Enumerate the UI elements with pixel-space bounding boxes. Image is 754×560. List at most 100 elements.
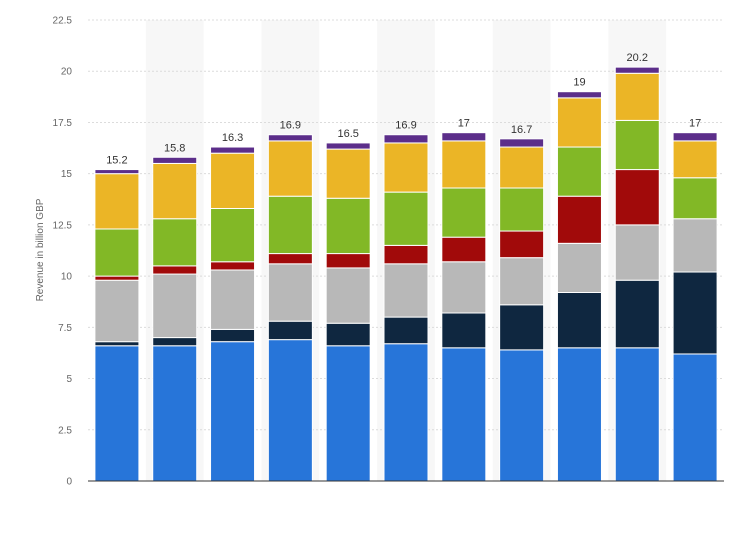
bar-segment-s7[interactable]: [614, 66, 660, 74]
bar-segment-s4[interactable]: [325, 253, 371, 269]
bar-segment-s2[interactable]: [210, 328, 256, 343]
bar-segment-s2[interactable]: [614, 279, 660, 349]
y-tick-label: 0: [66, 477, 72, 488]
bar-segment-s6[interactable]: [672, 140, 718, 179]
bar-segment-s5[interactable]: [499, 187, 545, 232]
bar-total-label: 15.2: [106, 155, 127, 167]
bar-segment-s7[interactable]: [152, 156, 198, 164]
bar-segment-s1[interactable]: [325, 345, 371, 482]
bar-segment-s7[interactable]: [556, 91, 602, 99]
bar-segment-s7[interactable]: [210, 146, 256, 154]
bar-segment-s5[interactable]: [441, 187, 487, 238]
bar-segment-s1[interactable]: [614, 347, 660, 482]
bar-segment-s6[interactable]: [210, 152, 256, 209]
bar-stack: [152, 156, 198, 482]
bar-segment-s4[interactable]: [152, 265, 198, 275]
bar-segment-s3[interactable]: [94, 279, 140, 343]
bar-segment-s5[interactable]: [325, 197, 371, 255]
bar-segment-s6[interactable]: [499, 146, 545, 189]
bar-segment-s6[interactable]: [614, 72, 660, 121]
bar-segment-s2[interactable]: [672, 271, 718, 355]
y-tick-label: 5: [66, 374, 72, 385]
bar-segment-s6[interactable]: [383, 142, 429, 193]
bar-stack: [672, 132, 718, 482]
bar-segment-s7[interactable]: [267, 134, 313, 142]
y-axis-ticks: 0 2.5 5 7.5 10 12.5 15 17.5 20 22.5: [53, 16, 73, 488]
bar-segment-s2[interactable]: [152, 337, 198, 347]
bar-segment-s4[interactable]: [94, 275, 140, 281]
bar-segment-s1[interactable]: [441, 347, 487, 482]
bar-total-label: 20.2: [627, 52, 648, 64]
bar-segment-s4[interactable]: [267, 253, 313, 265]
y-axis-title: Revenue in billion GBP: [35, 198, 46, 301]
bar-stack: [556, 91, 602, 482]
bar-segment-s1[interactable]: [94, 345, 140, 482]
bar-total-labels: 15.2 15.8 16.3 16.9 16.5 16.9 17 16.7 19 20.2 17: [106, 52, 701, 166]
bar-segment-s5[interactable]: [210, 207, 256, 263]
bar-segment-s3[interactable]: [614, 224, 660, 281]
bar-segment-s1[interactable]: [267, 339, 313, 482]
bar-total-label: 15.8: [164, 142, 185, 154]
bar-segment-s5[interactable]: [556, 146, 602, 197]
bar-segment-s3[interactable]: [267, 263, 313, 322]
bar-segment-s5[interactable]: [383, 191, 429, 246]
bar-segment-s3[interactable]: [672, 218, 718, 273]
bar-segment-s1[interactable]: [556, 347, 602, 482]
bar-segment-s3[interactable]: [325, 267, 371, 324]
bar-segment-s1[interactable]: [210, 341, 256, 482]
y-tick-label: 7.5: [58, 323, 72, 334]
y-tick-label: 20: [61, 67, 73, 78]
bar-segment-s1[interactable]: [152, 345, 198, 482]
bar-segment-s2[interactable]: [441, 312, 487, 349]
bar-segment-s5[interactable]: [267, 195, 313, 255]
y-tick-label: 10: [61, 272, 73, 283]
bar-segment-s7[interactable]: [672, 132, 718, 142]
bar-segment-s6[interactable]: [152, 162, 198, 220]
y-tick-label: 2.5: [58, 425, 72, 436]
bar-segment-s3[interactable]: [499, 257, 545, 306]
bar-segment-s7[interactable]: [383, 134, 429, 144]
bar-segment-s2[interactable]: [94, 341, 140, 347]
bar-segment-s2[interactable]: [556, 292, 602, 349]
bar-segment-s7[interactable]: [325, 142, 371, 150]
bar-segment-s1[interactable]: [383, 343, 429, 482]
bar-segment-s4[interactable]: [383, 244, 429, 265]
bar-segment-s4[interactable]: [499, 230, 545, 259]
bar-segment-s1[interactable]: [672, 353, 718, 482]
bar-segment-s3[interactable]: [152, 273, 198, 339]
bar-segment-s3[interactable]: [210, 269, 256, 330]
bar-stack: [441, 132, 487, 482]
bar-segment-s4[interactable]: [210, 261, 256, 271]
bar-segment-s2[interactable]: [383, 316, 429, 345]
bar-segment-s6[interactable]: [325, 148, 371, 199]
bar-segment-s6[interactable]: [441, 140, 487, 189]
bar-total-label: 16.9: [280, 120, 301, 132]
bar-segment-s5[interactable]: [614, 119, 660, 171]
bar-stacks: [94, 66, 718, 482]
bar-segment-s2[interactable]: [325, 322, 371, 347]
bar-segment-s7[interactable]: [94, 169, 140, 175]
bar-segment-s5[interactable]: [152, 218, 198, 267]
bar-stack: [499, 138, 545, 482]
bar-segment-s7[interactable]: [499, 138, 545, 148]
bar-segment-s4[interactable]: [614, 169, 660, 226]
bar-segment-s2[interactable]: [267, 320, 313, 341]
bar-segment-s4[interactable]: [556, 195, 602, 244]
bar-segment-s6[interactable]: [267, 140, 313, 197]
bar-segment-s3[interactable]: [441, 261, 487, 314]
bar-segment-s3[interactable]: [556, 242, 602, 294]
bar-segment-s5[interactable]: [94, 228, 140, 277]
bar-segment-s2[interactable]: [499, 304, 545, 351]
bar-segment-s6[interactable]: [94, 173, 140, 230]
bar-segment-s1[interactable]: [499, 349, 545, 482]
bar-segment-s4[interactable]: [441, 236, 487, 263]
bar-segment-s6[interactable]: [556, 97, 602, 148]
bar-total-label: 17: [458, 118, 470, 130]
bar-segment-s5[interactable]: [672, 177, 718, 220]
bar-segment-s3[interactable]: [383, 263, 429, 318]
bar-stack: [325, 142, 371, 482]
bar-segment-s7[interactable]: [441, 132, 487, 142]
y-tick-label: 17.5: [53, 118, 73, 129]
bar-stack: [614, 66, 660, 482]
